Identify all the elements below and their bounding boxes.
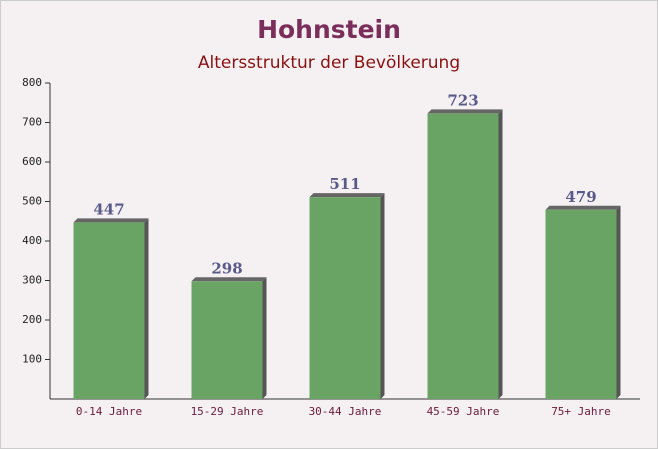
x-tick-label: 75+ Jahre <box>551 405 611 418</box>
bar <box>309 197 381 399</box>
value-label: 479 <box>565 188 596 206</box>
bar-shadow <box>191 277 267 282</box>
bar-shadow <box>309 193 385 198</box>
x-tick-label: 15-29 Jahre <box>191 405 264 418</box>
bar <box>427 113 499 399</box>
bar-shadow <box>262 277 267 399</box>
y-tick-label: 600 <box>22 155 42 168</box>
bar-shadow <box>427 109 503 114</box>
bar <box>191 281 263 399</box>
x-tick-label: 30-44 Jahre <box>309 405 382 418</box>
bar-shadow <box>73 218 149 223</box>
y-tick-label: 500 <box>22 195 42 208</box>
y-tick-label: 300 <box>22 274 42 287</box>
x-tick-label: 45-59 Jahre <box>427 405 500 418</box>
bar <box>73 222 145 399</box>
y-tick-label: 800 <box>22 76 42 89</box>
bar-shadow <box>144 218 149 399</box>
chart-title: Hohnstein <box>257 15 401 44</box>
bar-shadow <box>498 109 503 399</box>
y-tick-label: 400 <box>22 234 42 247</box>
x-tick-label: 0-14 Jahre <box>76 405 142 418</box>
y-tick-label: 700 <box>22 116 42 129</box>
chart-subtitle: Altersstruktur der Bevölkerung <box>198 53 460 73</box>
bar-shadow <box>545 205 621 210</box>
bar-shadow <box>380 193 385 399</box>
y-tick-label: 100 <box>22 353 42 366</box>
bar-shadow <box>616 205 621 399</box>
value-label: 447 <box>93 200 124 218</box>
bar <box>545 209 617 399</box>
value-label: 298 <box>211 259 242 277</box>
value-label: 723 <box>447 91 478 109</box>
value-label: 511 <box>329 175 360 193</box>
y-tick-label: 200 <box>22 313 42 326</box>
